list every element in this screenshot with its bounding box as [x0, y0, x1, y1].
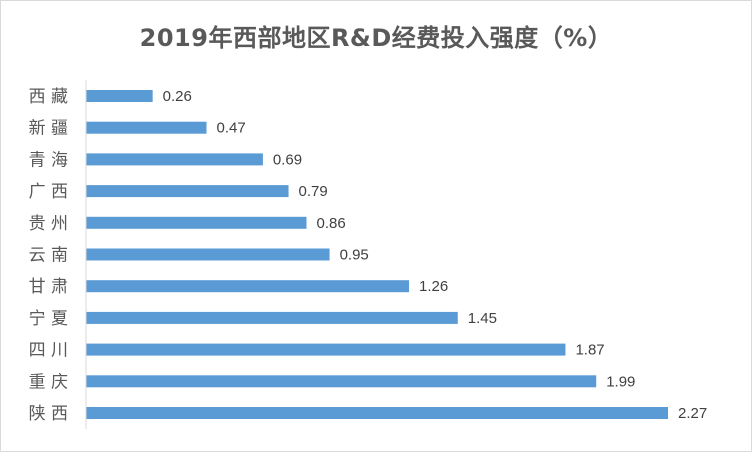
category-label-4: 贵 州 — [29, 214, 68, 234]
category-label-3: 广 西 — [29, 182, 68, 202]
bar-6 — [86, 280, 410, 293]
value-label-9: 1.99 — [606, 373, 635, 390]
value-label-6: 1.26 — [419, 278, 448, 295]
bar-10 — [86, 407, 668, 419]
category-label-0: 西 藏 — [29, 87, 68, 107]
value-label-8: 1.87 — [575, 342, 604, 359]
bar-8 — [86, 343, 566, 356]
bar-0 — [86, 90, 153, 102]
bar-1 — [86, 121, 207, 134]
category-label-6: 甘 肃 — [29, 277, 68, 297]
category-label-5: 云 南 — [29, 246, 68, 266]
bar-3 — [86, 185, 289, 198]
bar-9 — [86, 375, 597, 388]
value-label-7: 1.45 — [468, 310, 497, 327]
bar-4 — [86, 216, 307, 229]
category-label-1: 新 疆 — [29, 119, 68, 139]
value-label-2: 0.69 — [273, 151, 302, 168]
category-label-2: 青 海 — [29, 150, 68, 170]
category-label-9: 重 庆 — [29, 372, 68, 392]
value-label-10: 2.27 — [678, 405, 707, 422]
value-label-0: 0.26 — [163, 88, 192, 105]
value-label-3: 0.79 — [299, 183, 328, 200]
chart-title: 2019年西部地区R&D经费投入强度（%） — [139, 24, 613, 52]
category-label-7: 宁 夏 — [29, 309, 68, 329]
bar-5 — [86, 248, 330, 261]
bar-2 — [86, 153, 263, 166]
value-label-5: 0.95 — [340, 247, 369, 264]
value-label-1: 0.47 — [217, 120, 246, 137]
value-label-4: 0.86 — [316, 215, 345, 232]
bar-7 — [86, 311, 458, 324]
category-label-8: 四 川 — [29, 341, 68, 361]
category-label-10: 陕 西 — [29, 404, 68, 424]
